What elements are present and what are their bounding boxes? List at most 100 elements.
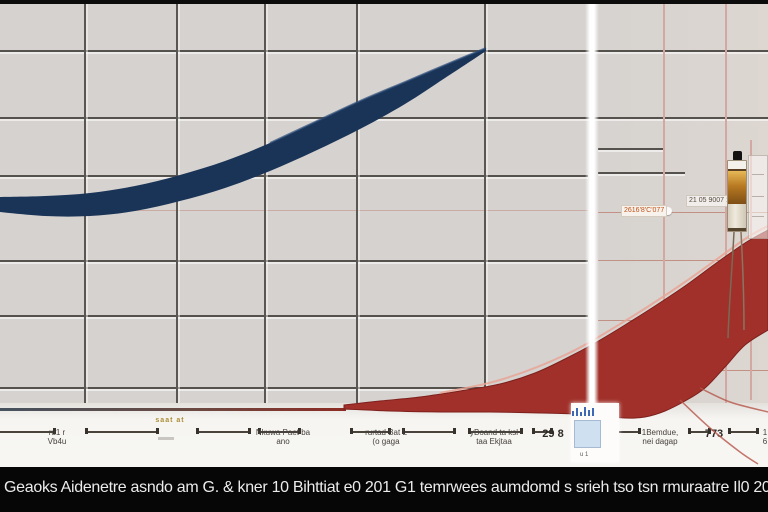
thin-red-curve: [699, 387, 768, 413]
tick-label-line1: saat at: [155, 417, 185, 424]
axis-segment: [258, 431, 300, 433]
navy-curve-highlight: [269, 47, 487, 144]
tick-label-line2: ano: [276, 437, 290, 446]
mini-bar: [576, 408, 578, 416]
tick-label-line1: 773: [704, 428, 724, 440]
axis-tick: [638, 428, 641, 434]
candle-glass-segment: [728, 204, 746, 228]
panel-line: [752, 216, 764, 217]
axis-segment: [532, 431, 552, 433]
axis-segment: [350, 431, 390, 433]
tick-label-line1: 1: [762, 428, 768, 437]
caption-bar: Geaoks Aidenetre asndo am G. & kner 10 B…: [0, 467, 768, 512]
candle-icon: [727, 160, 747, 232]
grid-line-h: [598, 148, 663, 150]
blue-box-note: u 1: [580, 452, 589, 458]
mini-bar: [584, 407, 586, 416]
mini-blue-bars-icon: [572, 404, 600, 416]
grid-line-v: [484, 4, 486, 403]
axis-segment: [688, 431, 710, 433]
blue-marker-box: [574, 420, 601, 448]
axis-tick-label: 773: [705, 428, 723, 440]
top-black-bar: [0, 0, 768, 4]
tick-label-line2: nei dagap: [642, 437, 678, 446]
tick-label-line1: 1Bemdue,: [641, 428, 679, 437]
candle-white-segment: [728, 161, 746, 169]
navy-swoosh-curve: [0, 48, 486, 217]
grid-line-h: [0, 175, 588, 177]
candle-leg-right: [740, 231, 745, 331]
candle-amber-segment: [728, 169, 746, 204]
axis-tick-label: rurtad Bat L (o gaga: [365, 428, 407, 446]
axis-tick: [756, 428, 759, 434]
axis-tick-label: Nkuwa Paet ba ano: [256, 428, 310, 446]
white-vertical-band: [585, 4, 599, 414]
red-area-band: [343, 229, 768, 419]
grid-line-h: [0, 387, 588, 389]
axis-segment: [728, 431, 758, 433]
grid-line-h-red: [0, 210, 588, 211]
tick-label-line2: Vb4u: [47, 437, 67, 446]
tick-label-line2: taa Ekjtaa: [476, 437, 512, 446]
axis-tick: [248, 428, 251, 434]
grid-line-v-red: [725, 4, 727, 412]
axis-tick-label: yBoand ta ksl taa Ekjtaa: [470, 428, 518, 446]
grid-line-h: [0, 260, 588, 262]
tick-label-line2: 6: [762, 437, 768, 446]
axis-tick: [688, 428, 691, 434]
grid-line-v: [176, 4, 178, 403]
axis-segment: [85, 431, 158, 433]
caption-text: Geaoks Aidenetre asndo am G. & kner 10 B…: [4, 479, 768, 496]
mini-bar: [580, 412, 582, 416]
thin-red-curve: [679, 399, 759, 465]
axis-tick: [53, 428, 56, 434]
candle-leg-left: [727, 231, 735, 339]
axis-tick-label: ru1 r Vb4u: [48, 428, 67, 446]
panel-line: [752, 174, 764, 175]
panel-line: [752, 196, 764, 197]
tick-label-line1: yBoand ta ksl: [469, 428, 519, 437]
chart-bottom-edge-line: [0, 408, 346, 411]
grid-line-h-red: [598, 260, 768, 261]
annotation-label: 21 05 9007 1: [686, 195, 733, 207]
tick-label-line1: Nkuwa Paet ba: [255, 428, 311, 437]
grid-line-v: [264, 4, 266, 403]
axis-tick-label: 29 8: [542, 428, 563, 440]
tick-label-line1: rurtad Bat L: [365, 428, 407, 437]
axis-tick: [298, 428, 301, 434]
axis-segment: [402, 431, 455, 433]
grid-line-h: [0, 117, 768, 119]
candle-cap-icon: [733, 151, 742, 161]
small-gray-dash: [158, 437, 174, 440]
axis-tick: [520, 428, 523, 434]
axis-tick-label: 1Bemdue, nei dagap: [642, 428, 678, 446]
candle-base-segment: [728, 228, 746, 231]
translucent-panel: [748, 155, 768, 239]
mini-bar: [592, 408, 594, 416]
axis-segment: [608, 431, 640, 433]
axis-tick: [532, 428, 535, 434]
axis-tick: [728, 428, 731, 434]
axis-tick: [402, 428, 405, 434]
axis-segment: [196, 431, 250, 433]
axis-tick-label: saat at: [155, 416, 184, 425]
tick-label-line1: 29 8: [542, 428, 564, 440]
grid-line-h-red: [598, 212, 768, 213]
axis-tick: [156, 428, 159, 434]
axis-tick: [350, 428, 353, 434]
axis-tick: [388, 428, 391, 434]
axis-tick: [550, 428, 553, 434]
axis-segment: [0, 431, 55, 433]
axis-tick: [708, 428, 711, 434]
axis-tick: [258, 428, 261, 434]
grid-line-v: [356, 4, 358, 403]
axis-tick: [196, 428, 199, 434]
salmon-highlight-line: [439, 225, 768, 394]
axis-tick: [468, 428, 471, 434]
annotation-label: 2616'8'C'077: [621, 205, 668, 217]
axis-segment: [468, 431, 522, 433]
mini-bar: [572, 411, 574, 416]
